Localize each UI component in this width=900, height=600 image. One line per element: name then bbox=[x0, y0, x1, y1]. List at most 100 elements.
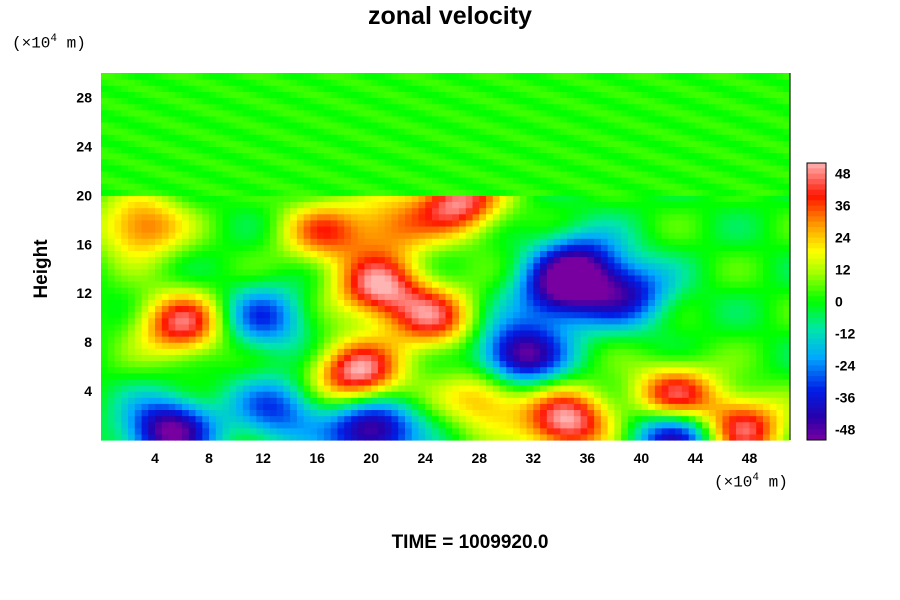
heatmap-cell bbox=[708, 421, 717, 429]
heatmap-cell bbox=[607, 433, 615, 441]
heatmap-cell bbox=[296, 336, 305, 343]
heatmap-cell bbox=[128, 140, 136, 147]
heatmap-cell bbox=[668, 152, 676, 160]
heatmap-cell bbox=[431, 262, 440, 270]
heatmap-cell bbox=[148, 293, 156, 300]
heatmap-cell bbox=[479, 170, 487, 178]
heatmap-cell bbox=[607, 397, 615, 404]
heatmap-cell bbox=[303, 354, 311, 362]
heatmap-cell bbox=[209, 232, 217, 239]
heatmap-cell bbox=[465, 140, 474, 147]
heatmap-cell bbox=[533, 213, 541, 221]
heatmap-cell bbox=[641, 280, 649, 288]
heatmap-cell bbox=[607, 232, 615, 239]
heatmap-cell bbox=[634, 293, 642, 300]
heatmap-cell bbox=[465, 164, 474, 172]
heatmap-cell bbox=[695, 164, 703, 172]
heatmap-cell bbox=[634, 360, 642, 368]
heatmap-cell bbox=[303, 311, 311, 319]
heatmap-cell bbox=[121, 317, 129, 325]
heatmap-cell bbox=[431, 256, 440, 264]
heatmap-cell bbox=[729, 348, 737, 355]
heatmap-cell bbox=[573, 274, 582, 282]
heatmap-cell bbox=[391, 433, 399, 441]
heatmap-cell bbox=[202, 421, 210, 429]
heatmap-cell bbox=[188, 176, 197, 184]
heatmap-cell bbox=[418, 176, 426, 184]
heatmap-cell bbox=[141, 372, 149, 380]
heatmap-cell bbox=[722, 225, 730, 233]
heatmap-cell bbox=[567, 268, 575, 276]
heatmap-cell bbox=[134, 268, 143, 276]
heatmap-cell bbox=[249, 201, 257, 209]
heatmap-cell bbox=[425, 397, 433, 404]
heatmap-cell bbox=[533, 238, 541, 245]
heatmap-cell bbox=[350, 170, 359, 178]
heatmap-cell bbox=[675, 140, 683, 147]
heatmap-cell bbox=[600, 415, 609, 423]
heatmap-cell bbox=[519, 427, 528, 435]
heatmap-cell bbox=[546, 342, 555, 349]
heatmap-cell bbox=[668, 427, 676, 435]
heatmap-cell bbox=[101, 146, 109, 154]
heatmap-cell bbox=[215, 213, 224, 221]
heatmap-cell bbox=[472, 268, 480, 276]
heatmap-cell bbox=[384, 409, 393, 417]
heatmap-cell bbox=[391, 201, 399, 209]
heatmap-cell bbox=[357, 201, 366, 209]
heatmap-cell bbox=[580, 183, 588, 190]
heatmap-cell bbox=[526, 323, 534, 331]
heatmap-cell bbox=[357, 232, 366, 239]
heatmap-cell bbox=[418, 299, 426, 307]
heatmap-cell bbox=[101, 372, 109, 380]
heatmap-cell bbox=[303, 427, 311, 435]
heatmap-cell bbox=[229, 213, 237, 221]
heatmap-cell bbox=[600, 238, 609, 245]
heatmap-cell bbox=[155, 183, 163, 190]
heatmap-cell bbox=[499, 250, 507, 258]
heatmap-cell bbox=[769, 360, 778, 368]
heatmap-cell bbox=[398, 244, 406, 251]
heatmap-cell bbox=[459, 140, 467, 147]
heatmap-cell bbox=[769, 317, 778, 325]
heatmap-cell bbox=[269, 213, 278, 221]
heatmap-cell bbox=[567, 158, 575, 166]
heatmap-cell bbox=[594, 317, 602, 325]
heatmap-cell bbox=[377, 207, 386, 215]
heatmap-cell bbox=[546, 433, 555, 441]
heatmap-cell bbox=[418, 403, 426, 411]
heatmap-cell bbox=[506, 293, 514, 300]
heatmap-cell bbox=[215, 164, 224, 172]
heatmap-cell bbox=[188, 195, 197, 203]
heatmap-cell bbox=[431, 372, 440, 380]
heatmap-cell bbox=[330, 293, 339, 300]
heatmap-cell bbox=[209, 201, 217, 209]
heatmap-cell bbox=[215, 287, 224, 294]
heatmap-cell bbox=[519, 183, 528, 190]
heatmap-cell bbox=[296, 287, 305, 294]
heatmap-cell bbox=[134, 201, 143, 209]
heatmap-cell bbox=[242, 164, 251, 172]
heatmap-cell bbox=[431, 195, 440, 203]
heatmap-cell bbox=[675, 164, 683, 172]
heatmap-cell bbox=[256, 397, 264, 404]
heatmap-cell bbox=[168, 305, 176, 313]
heatmap-cell bbox=[391, 336, 399, 343]
heatmap-cell bbox=[242, 372, 251, 380]
heatmap-cell bbox=[465, 336, 474, 343]
heatmap-cell bbox=[101, 201, 109, 209]
heatmap-cell bbox=[418, 207, 426, 215]
heatmap-cell bbox=[431, 421, 440, 429]
heatmap-cell bbox=[762, 170, 771, 178]
heatmap-cell bbox=[715, 329, 724, 337]
heatmap-cell bbox=[438, 274, 447, 282]
heatmap-cell bbox=[303, 207, 311, 215]
heatmap-cell bbox=[222, 360, 230, 368]
heatmap-cell bbox=[317, 409, 325, 417]
heatmap-cell bbox=[492, 225, 501, 233]
heatmap-cell bbox=[128, 152, 136, 160]
heatmap-cell bbox=[445, 323, 453, 331]
heatmap-cell bbox=[364, 164, 372, 172]
heatmap-cell bbox=[702, 213, 710, 221]
heatmap-cell bbox=[303, 397, 311, 404]
